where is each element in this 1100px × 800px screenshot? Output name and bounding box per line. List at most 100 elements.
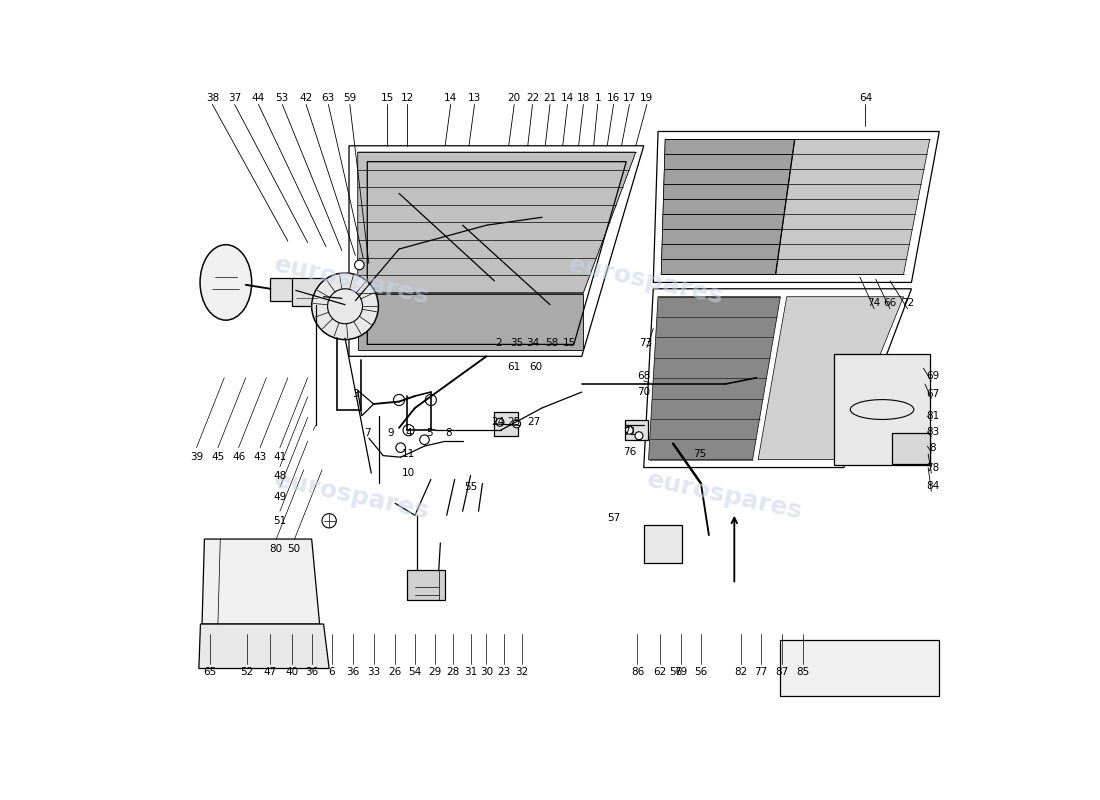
Circle shape (322, 514, 337, 528)
Text: 10: 10 (402, 468, 415, 478)
Bar (292, 278, 323, 306)
Text: 60: 60 (529, 362, 542, 372)
Polygon shape (758, 297, 903, 459)
Text: 56: 56 (694, 666, 707, 677)
Text: 45: 45 (211, 452, 224, 462)
Text: 55: 55 (464, 482, 477, 492)
Text: 26: 26 (388, 666, 401, 677)
Polygon shape (349, 146, 644, 356)
Text: 58: 58 (544, 338, 558, 348)
Text: 20: 20 (508, 93, 520, 103)
Text: 64: 64 (859, 93, 872, 103)
Text: 50: 50 (287, 544, 300, 554)
Text: 69: 69 (926, 371, 939, 381)
Text: 6: 6 (328, 666, 334, 677)
Text: eurospares: eurospares (272, 253, 431, 309)
Text: 42: 42 (299, 93, 312, 103)
Text: 48: 48 (273, 471, 286, 482)
Text: 37: 37 (228, 93, 241, 103)
Polygon shape (649, 297, 780, 459)
Text: eurospares: eurospares (645, 467, 805, 523)
Text: 74: 74 (868, 298, 881, 308)
Text: 12: 12 (400, 93, 414, 103)
Polygon shape (892, 434, 929, 463)
Text: 15: 15 (381, 93, 394, 103)
Text: 81: 81 (926, 411, 939, 421)
Text: 85: 85 (796, 666, 810, 677)
Text: 65: 65 (204, 666, 217, 677)
Circle shape (426, 394, 437, 406)
Text: 83: 83 (926, 426, 939, 437)
Text: 13: 13 (468, 93, 481, 103)
Text: 57: 57 (607, 513, 620, 522)
Text: 52: 52 (240, 666, 253, 677)
Circle shape (635, 432, 642, 440)
Text: 4: 4 (405, 428, 411, 438)
Ellipse shape (200, 245, 252, 320)
Text: 84: 84 (926, 481, 939, 490)
Polygon shape (202, 539, 320, 624)
Circle shape (311, 273, 378, 340)
Text: 46: 46 (232, 452, 245, 462)
Text: 30: 30 (480, 666, 493, 677)
Text: 14: 14 (444, 93, 458, 103)
Text: 47: 47 (264, 666, 277, 677)
Text: 25: 25 (507, 418, 521, 427)
Circle shape (396, 443, 406, 453)
Polygon shape (780, 640, 939, 695)
Text: 59: 59 (343, 93, 356, 103)
Text: 15: 15 (563, 338, 576, 348)
Bar (407, 570, 446, 600)
Text: 33: 33 (367, 666, 381, 677)
Text: 62: 62 (653, 666, 667, 677)
Polygon shape (835, 354, 930, 465)
Text: 66: 66 (883, 298, 896, 308)
Text: 22: 22 (526, 93, 539, 103)
Polygon shape (661, 139, 794, 274)
Text: 2: 2 (495, 338, 502, 348)
Circle shape (513, 420, 520, 428)
Text: 40: 40 (285, 666, 298, 677)
Bar (644, 525, 682, 563)
Text: 32: 32 (516, 666, 529, 677)
Text: 21: 21 (543, 93, 557, 103)
Text: 53: 53 (276, 93, 289, 103)
Text: 87: 87 (776, 666, 789, 677)
Circle shape (496, 418, 504, 426)
Circle shape (626, 426, 634, 434)
Text: 71: 71 (623, 426, 636, 437)
Text: 27: 27 (528, 418, 541, 427)
Text: 11: 11 (402, 449, 415, 459)
Text: 80: 80 (270, 544, 283, 554)
Text: 14: 14 (561, 93, 574, 103)
Text: 67: 67 (926, 389, 939, 398)
Text: 35: 35 (510, 338, 524, 348)
Polygon shape (644, 289, 912, 467)
Text: 73: 73 (639, 338, 652, 348)
Text: 5: 5 (426, 428, 432, 438)
Text: 28: 28 (447, 666, 460, 677)
Text: 3: 3 (352, 389, 359, 398)
Text: 19: 19 (640, 93, 653, 103)
Text: 1: 1 (594, 93, 601, 103)
Text: 8: 8 (930, 442, 936, 453)
Text: 31: 31 (464, 666, 477, 677)
Text: 76: 76 (623, 446, 636, 457)
Text: eurospares: eurospares (272, 467, 431, 523)
Polygon shape (199, 624, 329, 669)
Text: 29: 29 (428, 666, 441, 677)
Text: 54: 54 (408, 666, 421, 677)
Circle shape (394, 394, 405, 406)
Text: 43: 43 (253, 452, 266, 462)
Text: 24: 24 (492, 418, 505, 427)
Text: 79: 79 (674, 666, 688, 677)
Text: 18: 18 (576, 93, 590, 103)
Bar (626, 420, 648, 440)
Text: 82: 82 (734, 666, 747, 677)
Text: 49: 49 (273, 492, 286, 502)
Circle shape (354, 260, 364, 270)
Circle shape (420, 435, 429, 445)
Text: 8: 8 (446, 428, 452, 438)
Text: 78: 78 (926, 462, 939, 473)
Text: 39: 39 (190, 452, 204, 462)
